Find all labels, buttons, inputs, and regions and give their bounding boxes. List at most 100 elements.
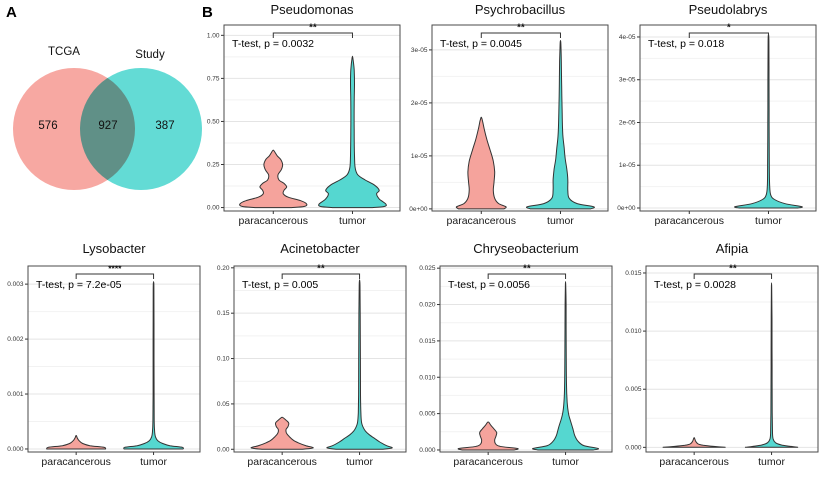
x-axis-label-tumor: tumor [552,456,579,468]
y-axis-tick-label: 0.000 [419,447,436,454]
plot-title: Pseudolabrys [689,2,768,17]
x-axis-label-tumor: tumor [547,215,574,227]
violin-paracancerous [457,421,519,451]
y-axis-tick-label: 0.015 [625,270,642,277]
y-axis-tick-label: 1e-05 [411,153,428,160]
violin-paracancerous [662,437,726,448]
violin-plot-afipia: Afipia 0.000 0.005 0.010 0.015 ** T-test, p = … [625,241,819,468]
significance-bracket [480,32,561,38]
panel-border [223,24,401,212]
y-axis-tick-label: 0.003 [7,281,24,288]
y-axis-tick-label: 0.10 [217,356,230,363]
panel-background [640,25,816,211]
significance-stars: ** [517,23,525,34]
significance-stars: * [727,23,731,34]
violin-tumor [326,279,393,450]
venn-circle-study [80,68,202,190]
violin-tumor [532,281,599,451]
panel-border [431,24,609,212]
plot-title: Psychrobacillus [475,2,566,17]
y-axis-tick-label: 0.025 [419,265,436,272]
violin-tumor [525,39,595,210]
panel-border [639,24,817,212]
y-axis-tick-label: 0.50 [207,118,220,125]
panel-background [28,266,200,452]
panel-border [439,265,613,453]
significance-bracket [487,273,567,279]
y-axis-tick-label: 0.010 [625,328,642,335]
plot-title: Acinetobacter [280,241,360,256]
stat-label: T-test, p = 0.005 [242,279,318,291]
x-axis-label-paracancerous: paracancerous [659,456,728,468]
x-axis-label-paracancerous: paracancerous [447,215,516,227]
venn-count-tcga-only: 576 [38,120,58,132]
y-axis-tick-label: 4e-05 [619,34,636,41]
y-axis-tick-label: 0.015 [419,338,436,345]
y-axis-tick-label: 0.010 [419,374,436,381]
plot-title: Lysobacter [82,241,146,256]
significance-bracket [281,273,361,279]
x-axis-label-paracancerous: paracancerous [247,456,316,468]
stat-label: T-test, p = 0.0045 [440,38,522,50]
x-axis-label-tumor: tumor [346,456,373,468]
y-axis-tick-label: 0.15 [217,310,230,317]
stat-label: T-test, p = 0.018 [648,38,724,50]
violin-paracancerous [239,149,308,209]
violin-paracancerous [455,116,507,210]
panel-background [432,25,608,211]
x-axis-label-paracancerous: paracancerous [239,215,308,227]
panel-background [224,25,400,211]
violin-plot-lysobacter: Lysobacter 0.000 0.001 0.002 0.003 **** T-test… [7,241,201,468]
violin-plots-bottom-row: Lysobacter 0.000 0.001 0.002 0.003 ** ** T-test… [0,240,824,478]
violin-tumor [318,55,387,209]
y-axis-tick-label: 1.00 [207,32,220,39]
violin-tumor [744,282,799,448]
plot-title: Pseudomonas [270,2,354,17]
x-axis-label-tumor: tumor [339,215,366,227]
panel-background [646,266,818,452]
y-axis-tick-label: 0.00 [207,205,220,212]
y-axis-tick-label: 0.25 [207,162,220,169]
panel-b-label: B [202,4,213,21]
x-axis-label-paracancerous: paracancerous [453,456,522,468]
y-axis-tick-label: 0.005 [419,411,436,418]
plot-title: Afipia [716,241,749,256]
violin-paracancerous [250,416,314,450]
violin-plots-top-row: Pseudomonas 0.00 0.25 0.50 0.75 1.00 ** T-test,… [200,0,824,240]
violin-paracancerous [46,435,107,450]
y-axis-tick-label: 0.20 [217,265,230,272]
stat-label: T-test, p = 0.0056 [448,279,530,291]
venn-count-overlap: 927 [98,120,118,132]
y-axis-tick-label: 0.020 [419,302,436,309]
stat-label: T-test, p = 7.2e-05 [36,279,122,291]
x-axis-label-tumor: tumor [758,456,785,468]
x-axis-label-paracancerous: paracancerous [41,456,110,468]
venn-label-study: Study [135,49,165,61]
stat-label: T-test, p = 0.0032 [232,38,314,50]
violin-tumor [123,281,184,450]
y-axis-tick-label: 2e-05 [619,119,636,126]
venn-count-study-only: 387 [155,120,175,132]
x-axis-label-paracancerous: paracancerous [655,215,724,227]
violin-plot-pseudolabrys: Pseudolabrys 0e+00 1e-05 2e-05 3e-05 4e-05 *T-… [617,2,817,227]
venn-label-tcga: TCGA [48,46,80,58]
y-axis-tick-label: 0.002 [7,336,24,343]
stat-label: T-test, p = 0.0028 [654,279,736,291]
significance-bracket [688,32,769,38]
x-axis-label-tumor: tumor [140,456,167,468]
significance-stars: ** [729,264,737,275]
violin-plot-acinetobacter: Acinetobacter 0.00 0.05 0.10 0.15 0.20 ** T-tes… [217,241,407,468]
y-axis-tick-label: 0.75 [207,75,220,82]
violin-plot-pseudomonas: Pseudomonas 0.00 0.25 0.50 0.75 1.00 ** T-test,… [207,2,401,227]
significance-bracket [75,273,155,279]
significance-stars: ** [523,264,531,275]
y-axis-tick-label: 1e-05 [619,162,636,169]
y-axis-tick-label: 0.000 [625,444,642,451]
violin-plot-chryseobacterium: Chryseobacterium 0.000 0.005 0.010 0.015 0.02… [419,241,613,468]
panel-border [27,265,201,453]
y-axis-tick-label: 0.001 [7,391,24,398]
y-axis-tick-label: 0e+00 [617,205,636,212]
panel-a-label: A [6,4,17,21]
panel-border [645,265,819,453]
